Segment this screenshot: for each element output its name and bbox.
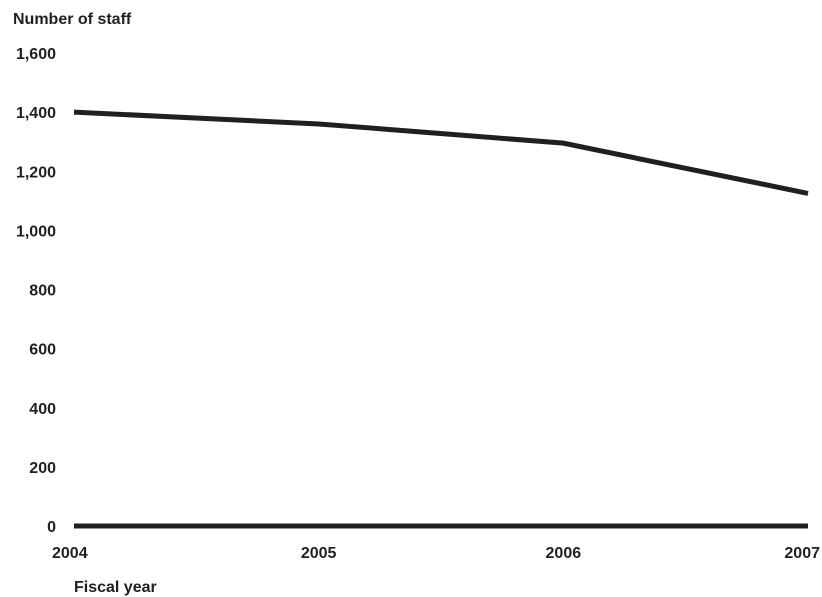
y-tick-label: 200 xyxy=(29,460,56,477)
x-axis-title: Fiscal year xyxy=(74,579,157,596)
y-axis-title: Number of staff xyxy=(13,11,132,28)
x-tick-label: 2006 xyxy=(546,545,582,562)
y-tick-label: 400 xyxy=(29,401,56,418)
y-tick-label: 1,600 xyxy=(16,46,56,63)
y-tick-label: 1,400 xyxy=(16,105,56,122)
y-axis-ticks: 0 200 400 600 800 1,000 1,200 1,400 1,600 xyxy=(16,46,56,536)
y-tick-label: 1,200 xyxy=(16,164,56,181)
x-tick-label: 2007 xyxy=(784,545,820,562)
y-tick-label: 600 xyxy=(29,342,56,359)
series-line-staff xyxy=(73,109,809,196)
y-tick-label: 0 xyxy=(47,519,56,536)
y-tick-label: 800 xyxy=(29,283,56,300)
x-tick-label: 2004 xyxy=(52,545,88,562)
x-tick-label: 2005 xyxy=(301,545,337,562)
x-axis-ticks: 2004 2005 2006 2007 xyxy=(52,545,820,562)
y-tick-label: 1,000 xyxy=(16,223,56,240)
